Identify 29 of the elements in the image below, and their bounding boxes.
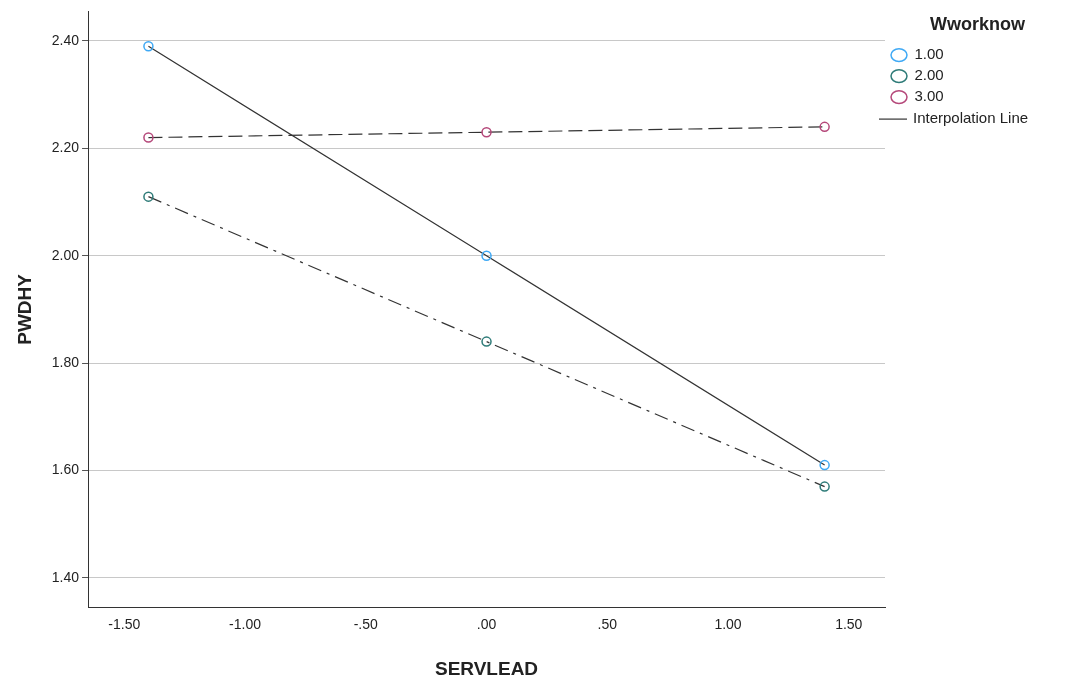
legend-label: 2.00 (914, 66, 944, 84)
point (819, 481, 830, 492)
point (143, 132, 154, 143)
x-tick-label: -1.50 (108, 615, 141, 632)
x-tick-label: .00 (476, 615, 497, 632)
y-axis-title: PWDHY (13, 273, 35, 345)
y-tick-label: 2.40 (51, 31, 80, 48)
x-tick-label: -1.00 (229, 615, 262, 632)
point (819, 459, 830, 471)
legend-label: 1.00 (914, 45, 944, 63)
x-tick-label: -.50 (353, 615, 379, 632)
y-tick-label: 2.00 (51, 246, 80, 263)
legend-title: Wworknow (930, 13, 1026, 34)
legend-label: 3.00 (914, 87, 944, 105)
y-tick-label: 1.60 (51, 461, 80, 478)
y-tick-label: 1.80 (51, 353, 80, 370)
point (481, 336, 492, 347)
x-axis-title: SERVLEAD (434, 657, 539, 679)
point (819, 121, 830, 133)
point (143, 191, 154, 202)
text: Interpolation Line (913, 109, 1029, 127)
x-tick-label: .50 (597, 615, 618, 632)
point (481, 126, 492, 138)
x-tick-label: 1.50 (835, 615, 863, 632)
y-tick-label: 2.20 (51, 139, 80, 156)
y-tick-label: 1.40 (51, 568, 80, 585)
x-tick-label: 1.00 (714, 615, 742, 632)
point (481, 250, 492, 261)
point (143, 41, 154, 52)
